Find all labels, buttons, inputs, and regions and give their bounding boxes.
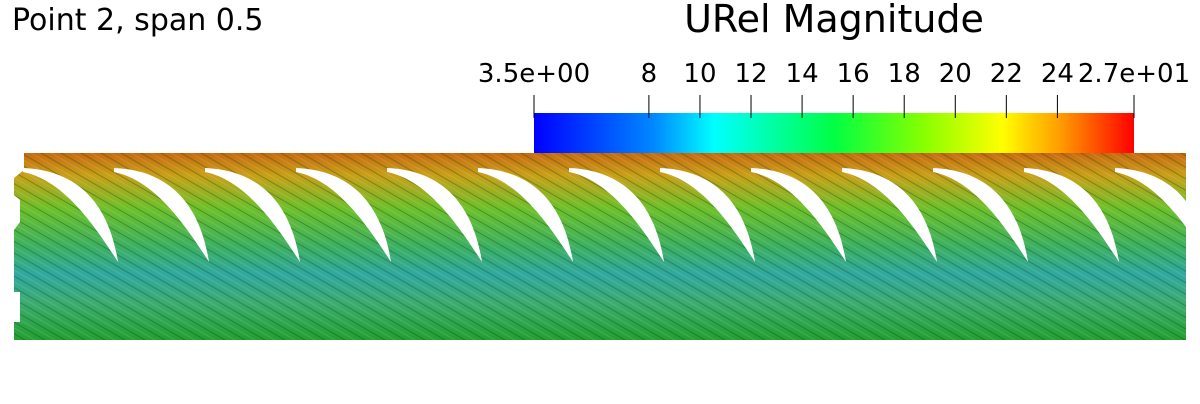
blades (23, 168, 1200, 262)
tick-label: 20 (939, 59, 972, 89)
blade (933, 168, 1028, 262)
blade (842, 168, 937, 262)
tick-label: 10 (683, 59, 716, 89)
tick-label: 22 (990, 59, 1023, 89)
tick-label: 8 (641, 59, 658, 89)
tick-label: 3.5e+00 (478, 59, 590, 89)
colorbar (534, 113, 1134, 153)
view-title: Point 2, span 0.5 (12, 3, 264, 38)
blade (296, 168, 391, 262)
blade (114, 168, 209, 262)
blade (1115, 168, 1200, 247)
blade (660, 168, 755, 262)
tick-label: 12 (734, 59, 767, 89)
blade (23, 168, 118, 262)
tick-label: 18 (888, 59, 921, 89)
blade (387, 168, 482, 262)
colorbar-ticks: 3.5e+00 8 10 12 14 16 18 20 22 24 2.7e+01 (478, 59, 1190, 118)
tick-label: 2.7e+01 (1078, 59, 1190, 89)
blade (205, 168, 300, 262)
blade (478, 168, 573, 262)
blade (1024, 168, 1119, 262)
colorbar-title: URel Magnitude (684, 0, 984, 41)
tick-label: 24 (1041, 59, 1074, 89)
tick-label: 14 (786, 59, 819, 89)
blade (751, 168, 846, 262)
blade (569, 168, 664, 262)
tick-label: 16 (837, 59, 870, 89)
